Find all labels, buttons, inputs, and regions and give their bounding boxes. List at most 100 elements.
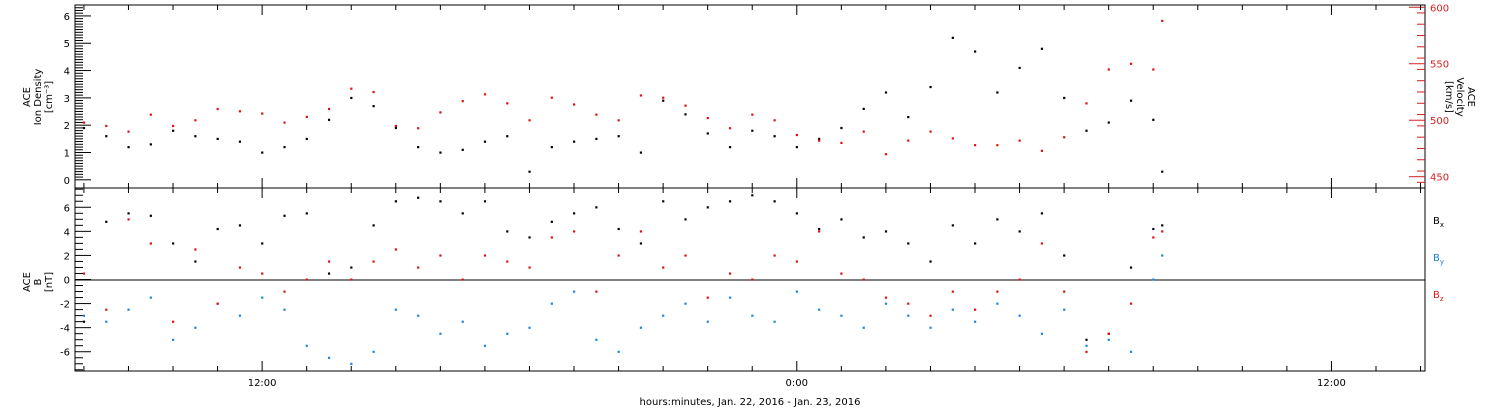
bottom-bz-point <box>795 260 798 263</box>
bottom-bx-point <box>595 206 598 209</box>
top-red-point <box>305 115 308 119</box>
top-black-point <box>461 148 464 151</box>
bottom-bz-point <box>528 266 531 269</box>
legend-by-sub: y <box>1440 258 1444 266</box>
bottom-bx-point <box>172 242 175 245</box>
top-red-point <box>884 153 888 156</box>
bottom-bx-point <box>728 200 732 203</box>
top-black-point <box>706 132 709 135</box>
top-red-point <box>1085 102 1088 105</box>
bottom-bx-point <box>862 236 865 239</box>
bottom-bx-point <box>1129 266 1133 269</box>
bottom-bx-point <box>617 227 620 231</box>
top-red-point <box>172 124 175 128</box>
bottom-bz-point <box>372 260 375 263</box>
top-red-point <box>818 139 821 142</box>
bottom-bz-point <box>706 296 709 299</box>
bottom-bz-point <box>506 260 509 263</box>
top-black-point <box>595 137 598 141</box>
bottom-tick-label: -6 <box>60 348 70 359</box>
bottom-bz-point <box>951 290 954 293</box>
top-black-point <box>82 126 86 130</box>
bottom-bx-point <box>305 212 308 215</box>
top-black-point <box>550 146 553 149</box>
bottom-tick-label: 2 <box>64 251 70 262</box>
bottom-by-point <box>1018 314 1021 317</box>
top-red-point <box>639 94 643 97</box>
bottom-bz-point <box>639 230 643 233</box>
bottom-bz-point <box>350 278 353 281</box>
bottom-ylabel-line2: B <box>33 278 44 285</box>
top-black-point <box>684 113 687 116</box>
bottom-bz-point <box>929 314 932 317</box>
top-red-point <box>573 103 576 106</box>
bottom-by-point <box>372 350 375 353</box>
bottom-bx-point <box>795 212 798 215</box>
top-black-point <box>1107 121 1110 124</box>
top-black-point <box>439 151 442 154</box>
bottom-bx-point <box>951 224 954 227</box>
top-left-tick-label: 6 <box>64 12 70 23</box>
bottom-by-point <box>706 320 709 323</box>
x-axis-label: hours:minutes, Jan. 22, 2016 - Jan. 23, … <box>640 397 861 408</box>
top-black-point <box>1040 47 1044 50</box>
bottom-bx-point <box>907 242 910 245</box>
bottom-by-point <box>261 296 264 299</box>
bottom-bx-point <box>639 242 643 245</box>
bottom-bx-point <box>1040 212 1044 215</box>
top-black-point <box>127 146 130 149</box>
top-red-point <box>261 112 264 115</box>
top-red-point <box>907 139 910 142</box>
bottom-bx-point <box>194 260 197 263</box>
bottom-tick-label: 4 <box>64 227 70 238</box>
top-red-point <box>929 130 932 133</box>
bottom-bz-point <box>172 320 175 323</box>
top-red-point <box>862 130 865 133</box>
top-panel-frame <box>74 4 1426 189</box>
top-black-point <box>996 91 999 94</box>
bottom-by-point <box>327 356 331 359</box>
top-right-tick-label: 500 <box>1430 116 1449 127</box>
bottom-bz-point <box>216 302 219 305</box>
bottom-bx-point <box>773 200 776 203</box>
top-black-point <box>751 129 754 132</box>
top-left-tick-label: 5 <box>64 39 70 50</box>
legend-by-main: B <box>1433 253 1440 264</box>
bottom-bx-point <box>884 230 888 233</box>
top-right-tick-label: 600 <box>1430 3 1449 14</box>
top-red-point <box>773 119 776 122</box>
bottom-ylabel-line1: ACE <box>22 272 33 292</box>
top-red-point <box>105 124 108 128</box>
bottom-by-point <box>1085 344 1088 347</box>
bottom-bx-point <box>261 242 264 245</box>
top-right-tick-label: 450 <box>1430 173 1449 184</box>
bottom-by-point <box>550 302 553 305</box>
bottom-by-point <box>840 314 843 317</box>
top-black-point <box>172 129 175 132</box>
top-red-point <box>439 111 442 114</box>
top-red-point <box>127 130 130 133</box>
bottom-by-point <box>773 320 776 323</box>
legend-bx-sub: x <box>1440 221 1444 229</box>
bottom-tick-label: 6 <box>64 203 70 214</box>
bottom-by-point <box>907 314 910 317</box>
top-red-point <box>996 144 999 147</box>
bottom-by-point <box>483 344 487 347</box>
top-red-point <box>684 104 687 107</box>
bottom-bz-point <box>305 278 308 281</box>
bottom-by-point <box>684 302 687 305</box>
bottom-bz-point <box>773 254 776 257</box>
top-red-point <box>149 113 152 116</box>
bottom-bx-point <box>818 227 821 231</box>
bottom-bx-point <box>929 260 932 263</box>
bottom-by-point <box>105 320 108 323</box>
bottom-bx-point <box>974 242 977 245</box>
top-black-point <box>483 140 487 143</box>
bottom-by-point <box>194 326 197 329</box>
bottom-bx-point <box>528 236 531 239</box>
top-black-point <box>1129 99 1133 102</box>
legend-bz-sub: z <box>1440 295 1444 303</box>
bottom-bz-point <box>751 278 754 281</box>
bottom-bz-point <box>327 260 331 263</box>
top-red-point <box>1107 68 1110 71</box>
